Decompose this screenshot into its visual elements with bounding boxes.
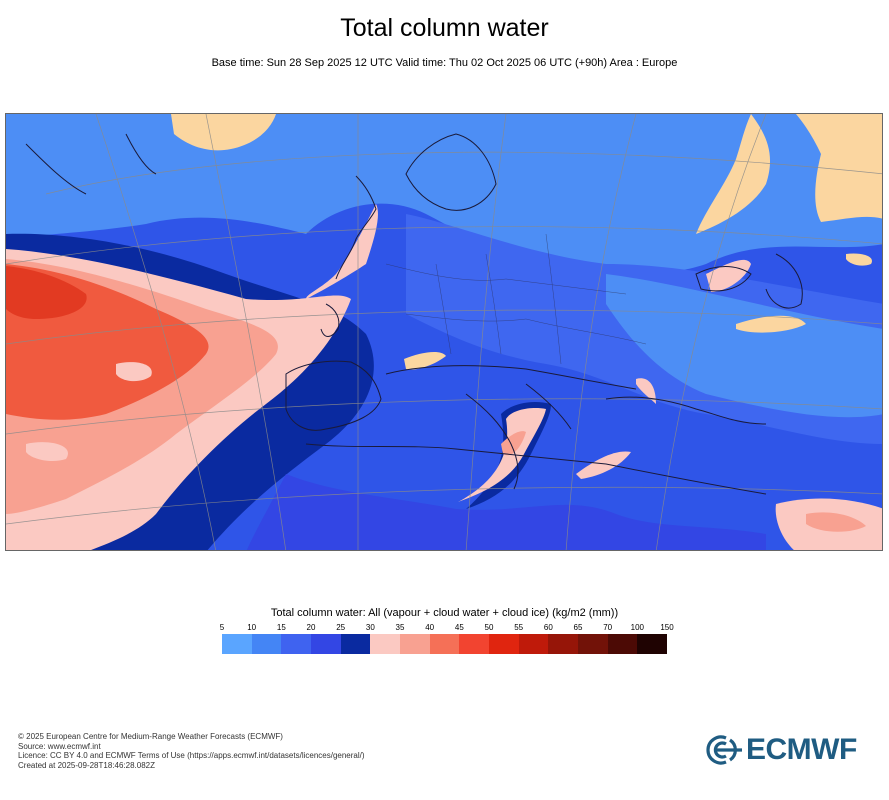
legend-tick-label: 65 xyxy=(573,623,583,632)
map-panel[interactable] xyxy=(5,113,883,551)
levant-plume-pink xyxy=(576,451,631,479)
country-borders xyxy=(385,233,647,365)
footer-created: Created at 2025-09-28T18:46:28.082Z xyxy=(18,760,155,770)
greenland-very-dry xyxy=(171,114,276,151)
plume-dry-patch xyxy=(26,442,68,462)
legend-color-step xyxy=(637,634,668,654)
dry-patch xyxy=(846,253,872,266)
ecmwf-logo-text: ECMWF xyxy=(746,733,857,766)
footer-licence: Licence: CC BY 4.0 and ECMWF Terms of Us… xyxy=(18,751,365,760)
legend-tick-label: 45 xyxy=(454,623,464,632)
med-plume-salmon xyxy=(501,431,526,456)
legend-tick-label: 30 xyxy=(365,623,375,632)
legend-title: Total column water: All (vapour + cloud … xyxy=(270,607,619,619)
legend-color-step xyxy=(429,634,460,654)
legend-tick-label: 55 xyxy=(514,623,524,632)
legend-color-step xyxy=(222,634,252,654)
russia-very-dry xyxy=(696,114,771,234)
legend-tick-label: 50 xyxy=(484,623,494,632)
chart-title: Total column water xyxy=(340,14,549,42)
plume-dry-patch xyxy=(116,362,152,382)
legend-color-step xyxy=(578,634,608,654)
legend-tick-label: 70 xyxy=(603,623,613,632)
legend-color-step xyxy=(281,634,312,654)
legend-color-step xyxy=(489,634,519,654)
legend-tick-label: 25 xyxy=(336,623,346,632)
legend-tick-labels: 5 10 15 20 25 30 35 40 45 50 55 60 65 70 100 150 xyxy=(219,623,674,633)
legend-tick-label: 10 xyxy=(247,623,257,632)
legend-color-step xyxy=(340,634,371,654)
legend-tick-label: 5 xyxy=(219,623,225,632)
uk-plume xyxy=(306,204,378,299)
legend-color-step xyxy=(459,634,490,654)
southeast-plume-salmon xyxy=(806,512,866,532)
legend-color-step xyxy=(607,634,638,654)
chart-subtitle: Base time: Sun 28 Sep 2025 12 UTC Valid … xyxy=(211,57,678,69)
ecmwf-logo-icon xyxy=(706,735,742,765)
legend-tick-label: 60 xyxy=(543,623,553,632)
legend-colorbar xyxy=(222,634,668,654)
north-africa-band xyxy=(246,474,766,550)
graticule xyxy=(6,114,882,550)
legend-color-step xyxy=(400,634,430,654)
legend-color-step xyxy=(518,634,549,654)
coastlines xyxy=(25,133,803,495)
ecmwf-logo[interactable]: ECMWF xyxy=(706,734,874,766)
eastern-land-region xyxy=(606,274,882,418)
footer-credits: © 2025 European Centre for Medium-Range … xyxy=(18,732,365,770)
northern-dry-region xyxy=(6,114,882,274)
caspian-very-dry xyxy=(736,315,806,333)
legend-tick-label: 100 xyxy=(630,623,645,632)
legend-tick-label: 15 xyxy=(276,623,286,632)
legend-color-step xyxy=(251,634,282,654)
map-svg xyxy=(6,114,882,550)
legend-color-step xyxy=(370,634,401,654)
atlantic-plume-core xyxy=(6,266,87,319)
legend-tick-label: 40 xyxy=(425,623,435,632)
legend-tick-label: 150 xyxy=(660,623,674,632)
black-sea-plume xyxy=(706,259,751,292)
legend-color-step xyxy=(311,634,341,654)
legend-tick-label: 20 xyxy=(306,623,316,632)
northeast-very-dry xyxy=(796,114,882,222)
footer-source: Source: www.ecmwf.int xyxy=(18,741,101,751)
legend-color-step xyxy=(548,634,579,654)
footer-copyright: © 2025 European Centre for Medium-Range … xyxy=(18,732,283,741)
legend-tick-label: 35 xyxy=(395,623,405,632)
alps-very-dry xyxy=(404,352,446,370)
aegean-plume xyxy=(636,378,656,404)
